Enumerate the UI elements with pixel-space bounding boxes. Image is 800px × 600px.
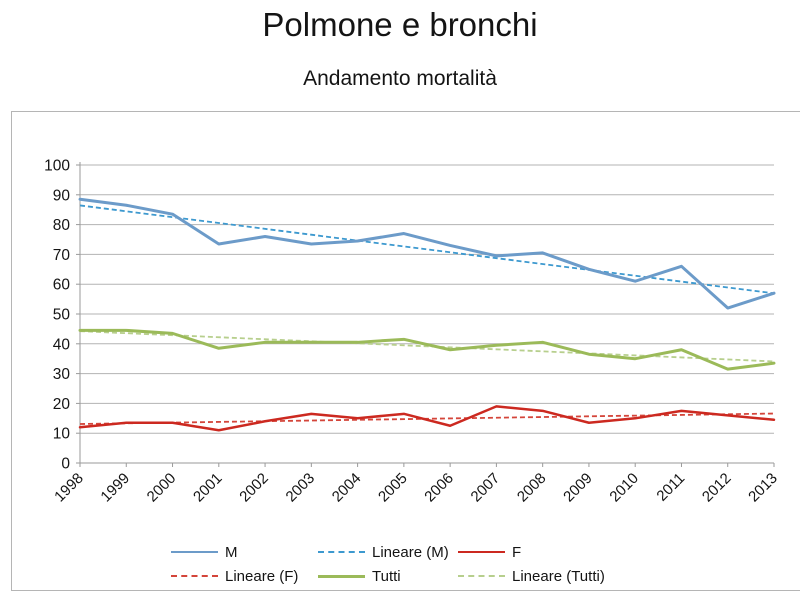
x-axis-label: 2002 <box>236 470 272 506</box>
chart-subtitle: Andamento mortalità <box>303 67 497 90</box>
x-axis-label: 2006 <box>421 470 457 506</box>
x-axis-label: 2000 <box>144 470 180 506</box>
x-axis-label: 2007 <box>468 470 504 506</box>
x-axis-label: 2010 <box>606 470 642 506</box>
chart-title: Polmone e bronchi <box>262 6 538 43</box>
x-axis-label: 2013 <box>745 470 781 506</box>
trendline-m <box>79 204 775 295</box>
series-line-f <box>78 405 776 432</box>
x-axis-label: 2004 <box>329 470 365 506</box>
series-line-tutti <box>78 328 776 371</box>
y-axis-label: 80 <box>53 217 71 234</box>
chart-panel: 0 10 20 30 40 50 60 70 80 90 100 1998 1999 2000 2001 20… <box>11 111 800 591</box>
y-axis-label: 30 <box>53 366 71 383</box>
y-axis-label: 50 <box>53 307 71 324</box>
x-axis-label: 1998 <box>51 470 87 506</box>
x-axis-label: 2001 <box>190 470 226 506</box>
y-axis-label: 100 <box>44 158 70 175</box>
y-axis-label: 20 <box>53 396 71 413</box>
series-line-m <box>78 197 776 310</box>
x-axis-label: 2009 <box>560 470 596 506</box>
x-axis-label: 1999 <box>97 470 133 506</box>
x-axis-label: 2011 <box>653 470 688 505</box>
x-axis-label: 2003 <box>283 470 319 506</box>
x-axis-label: 2012 <box>699 470 735 506</box>
y-axis-label: 0 <box>61 456 70 473</box>
mortality-line-chart: 0 10 20 30 40 50 60 70 80 90 100 1998 1999 2000 2001 20… <box>44 158 781 506</box>
y-axis-label: 90 <box>53 187 71 204</box>
x-axis-label: 2008 <box>514 470 550 506</box>
y-axis-label: 40 <box>53 336 71 353</box>
trendline-tutti <box>79 330 775 363</box>
y-axis-label: 60 <box>53 277 71 294</box>
y-axis-label: 70 <box>53 247 71 264</box>
y-axis-label: 10 <box>53 426 71 443</box>
x-axis-label: 2005 <box>375 470 411 506</box>
